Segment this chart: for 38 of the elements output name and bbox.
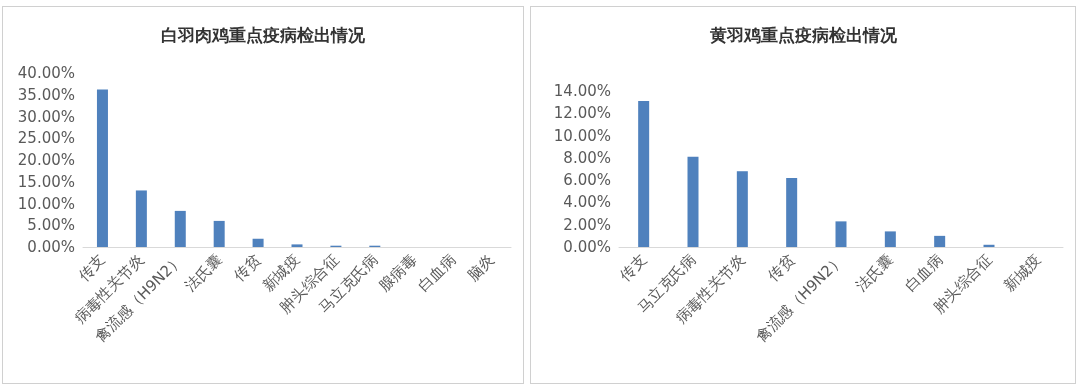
bar (687, 156, 699, 247)
y-tick-label: 0.00% (563, 238, 611, 256)
x-tick-label: 脑炎 (463, 250, 498, 285)
y-tick-label: 6.00% (563, 171, 611, 190)
bar (835, 221, 847, 247)
x-tick-label: 法氏囊 (181, 250, 226, 296)
y-tick-label: 15.00% (17, 172, 75, 191)
bar (884, 231, 896, 247)
y-tick-label: 35.00% (17, 85, 75, 104)
y-tick-label: 10.00% (553, 126, 611, 145)
x-tick-label: 传支 (616, 250, 651, 285)
bar (213, 220, 225, 247)
y-tick-label: 0.00% (27, 238, 75, 256)
y-tick-label: 30.00% (17, 107, 75, 126)
bar (96, 89, 108, 247)
bar (252, 238, 264, 247)
y-tick-label: 8.00% (563, 148, 611, 167)
bar (786, 177, 798, 247)
bar (934, 235, 946, 247)
y-tick-label: 10.00% (17, 194, 75, 213)
bar (736, 171, 748, 247)
bar (291, 244, 303, 247)
y-tick-label: 14.00% (553, 82, 611, 100)
chart-title: 白羽肉鸡重点疫病检出情况 (161, 24, 366, 45)
y-tick-label: 25.00% (17, 129, 75, 148)
x-tick-label: 法氏囊 (852, 250, 897, 296)
bar (135, 190, 147, 247)
y-tick-label: 4.00% (563, 193, 611, 212)
chart-title: 黄羽鸡重点疫病检出情况 (708, 24, 898, 45)
bar (638, 101, 650, 247)
y-tick-label: 12.00% (553, 104, 611, 123)
y-tick-label: 2.00% (563, 215, 611, 234)
y-tick-label: 40.00% (17, 64, 75, 82)
bar (174, 210, 186, 247)
x-tick-label: 新城疫 (1000, 250, 1045, 296)
y-tick-label: 5.00% (27, 216, 75, 235)
y-tick-label: 20.00% (17, 151, 75, 169)
x-tick-label: 传贫 (764, 250, 799, 285)
